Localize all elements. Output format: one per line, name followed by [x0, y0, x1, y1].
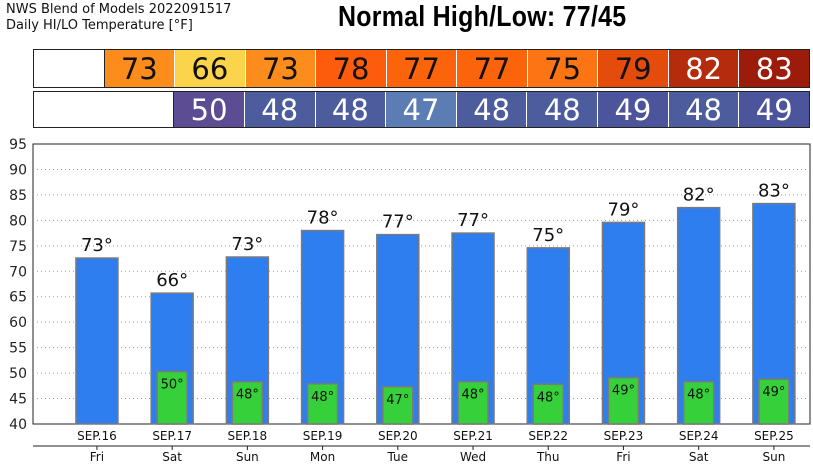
x-day-label: Sat	[689, 450, 709, 464]
high-temp-label: 77°	[457, 210, 489, 231]
y-tick-label: 90	[9, 162, 27, 178]
x-date-label: SEP.19	[303, 429, 343, 443]
normal-high-low-title: Normal High/Low: 77/45	[338, 1, 627, 33]
high-temp-bar	[75, 257, 119, 425]
high-temp-label: 83°	[758, 181, 790, 202]
low-temp-label: 48°	[311, 390, 334, 405]
x-date-label: SEP.23	[604, 429, 644, 443]
high-temp-label: 73°	[81, 235, 113, 256]
high-temp-cell: 66	[175, 50, 246, 87]
x-day-label: Sat	[162, 450, 182, 464]
low-temp-label: 49°	[612, 384, 635, 399]
y-tick-label: 50	[9, 366, 27, 382]
high-temp-label: 75°	[532, 225, 564, 246]
high-temp-cell: 79	[598, 50, 669, 87]
y-tick-label: 95	[9, 137, 27, 153]
high-temperature-strip: 73 66 73 78 77 77 75 79 82 83	[33, 49, 810, 88]
low-temp-cell-blank	[34, 92, 175, 127]
high-temp-label: 73°	[231, 234, 263, 255]
low-temp-bar	[682, 380, 715, 425]
low-temp-bar	[382, 386, 414, 425]
x-date-label: SEP.24	[679, 429, 719, 443]
high-temp-cell: 75	[527, 50, 599, 87]
y-tick-label: 80	[9, 213, 27, 229]
low-temp-label: 47°	[386, 393, 409, 408]
low-temp-cell: 49	[739, 92, 809, 127]
high-temp-cell: 77	[457, 50, 528, 87]
y-tick-label: 55	[9, 341, 27, 357]
low-temp-bar	[457, 380, 489, 425]
low-temp-bar	[758, 378, 790, 425]
low-temp-cell: 48	[315, 92, 387, 127]
low-temp-cell: 49	[598, 92, 669, 127]
x-date-label: SEP.21	[453, 429, 493, 443]
low-temp-bar	[607, 376, 640, 425]
y-tick-label: 85	[9, 188, 27, 204]
x-day-label: Fri	[90, 450, 104, 464]
chart-subtitle: Daily HI/LO Temperature [°F]	[6, 18, 193, 33]
x-date-label: SEP.25	[754, 429, 794, 443]
high-temp-cell: 83	[739, 50, 809, 87]
high-temp-label: 79°	[608, 199, 640, 220]
low-temp-cell: 47	[386, 92, 457, 127]
x-day-label: Fri	[616, 450, 630, 464]
low-temp-label: 48°	[462, 388, 485, 403]
low-temp-bar	[156, 370, 188, 425]
high-temp-label: 77°	[382, 212, 414, 233]
source-line: NWS Blend of Models 2022091517	[6, 2, 232, 17]
low-temp-label: 50°	[161, 378, 184, 393]
y-tick-label: 60	[9, 315, 27, 331]
low-temp-bar	[306, 383, 339, 425]
low-temp-label: 48°	[537, 390, 560, 405]
x-date-label: SEP.22	[528, 429, 568, 443]
low-temp-cell: 48	[244, 92, 316, 127]
x-date-label: SEP.16	[77, 429, 117, 443]
y-tick-label: 65	[9, 290, 27, 306]
high-temp-cell: 77	[386, 50, 458, 87]
high-temp-label: 78°	[307, 208, 339, 229]
low-temp-cell: 48	[668, 92, 740, 127]
high-temp-label: 66°	[156, 270, 188, 291]
x-date-label: SEP.20	[378, 429, 418, 443]
y-tick-label: 70	[9, 264, 27, 280]
low-temp-label: 48°	[687, 388, 710, 403]
x-day-label: Sun	[236, 450, 259, 464]
x-date-label: SEP.18	[228, 429, 268, 443]
high-temp-cell-blank	[34, 50, 105, 87]
low-temp-label: 49°	[762, 385, 785, 400]
x-day-label: Sun	[762, 450, 785, 464]
x-date-label: SEP.17	[152, 429, 192, 443]
low-temperature-strip: 50 48 48 47 48 48 49 48 49	[33, 91, 810, 128]
low-temp-bar	[231, 380, 264, 425]
x-day-label: Thu	[536, 450, 560, 464]
low-temp-label: 48°	[236, 388, 259, 403]
y-tick-label: 75	[9, 239, 27, 255]
y-tick-label: 40	[9, 417, 27, 433]
high-temp-cell: 73	[104, 50, 176, 87]
x-day-label: Tue	[387, 450, 409, 464]
low-temp-cell: 50	[174, 92, 245, 127]
high-temp-cell: 78	[316, 50, 387, 87]
high-temp-cell: 82	[668, 50, 740, 87]
low-temp-cell: 48	[527, 92, 599, 127]
high-temp-cell: 73	[245, 50, 317, 87]
x-day-label: Wed	[460, 450, 486, 464]
y-tick-label: 45	[9, 392, 27, 408]
low-temp-bar	[532, 383, 564, 425]
high-temp-label: 82°	[683, 185, 715, 206]
x-day-label: Mon	[310, 450, 335, 464]
low-temp-cell: 48	[456, 92, 528, 127]
